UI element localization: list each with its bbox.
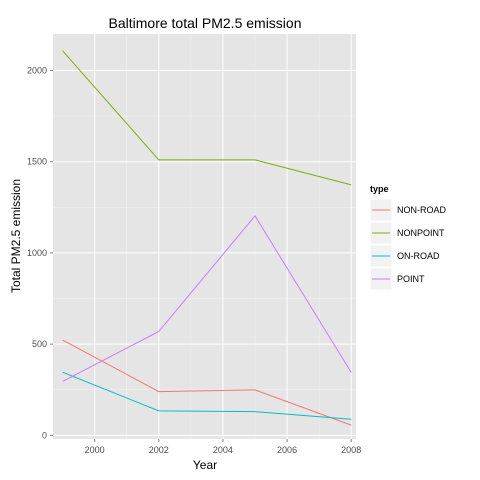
legend-title: type [370,184,389,194]
legend-label: POINT [397,274,425,284]
series-line-point [62,215,352,382]
x-tick-label: 2006 [277,445,297,455]
series-line-on-road [62,371,352,420]
x-axis-title: Year [193,458,217,472]
y-tick-label: 0 [42,430,47,440]
x-tick-label: 2002 [149,445,169,455]
y-tick-label: 500 [32,339,47,349]
legend: type NON-ROAD NONPOINT ON-ROAD POINT [369,184,446,291]
legend-label: ON-ROAD [397,251,440,261]
plot-panel [53,34,356,439]
series-line-nonpoint [62,50,352,186]
legend-label: NONPOINT [397,228,445,238]
series-lines [62,50,352,426]
x-axis-ticks: 2000 2002 2004 2006 2008 [85,439,361,455]
x-tick-label: 2000 [85,445,105,455]
y-tick-label: 1000 [27,248,47,258]
grid [53,34,356,439]
y-tick-label: 2000 [27,65,47,75]
x-tick-label: 2004 [213,445,233,455]
series-line-non-road [62,339,352,426]
x-tick-label: 2008 [341,445,361,455]
chart-title: Baltimore total PM2.5 emission [109,15,302,31]
y-axis-ticks: 0 500 1000 1500 2000 [27,65,53,440]
y-axis-title: Total PM2.5 emission [9,179,23,293]
y-tick-label: 1500 [27,157,47,167]
legend-label: NON-ROAD [397,205,446,215]
